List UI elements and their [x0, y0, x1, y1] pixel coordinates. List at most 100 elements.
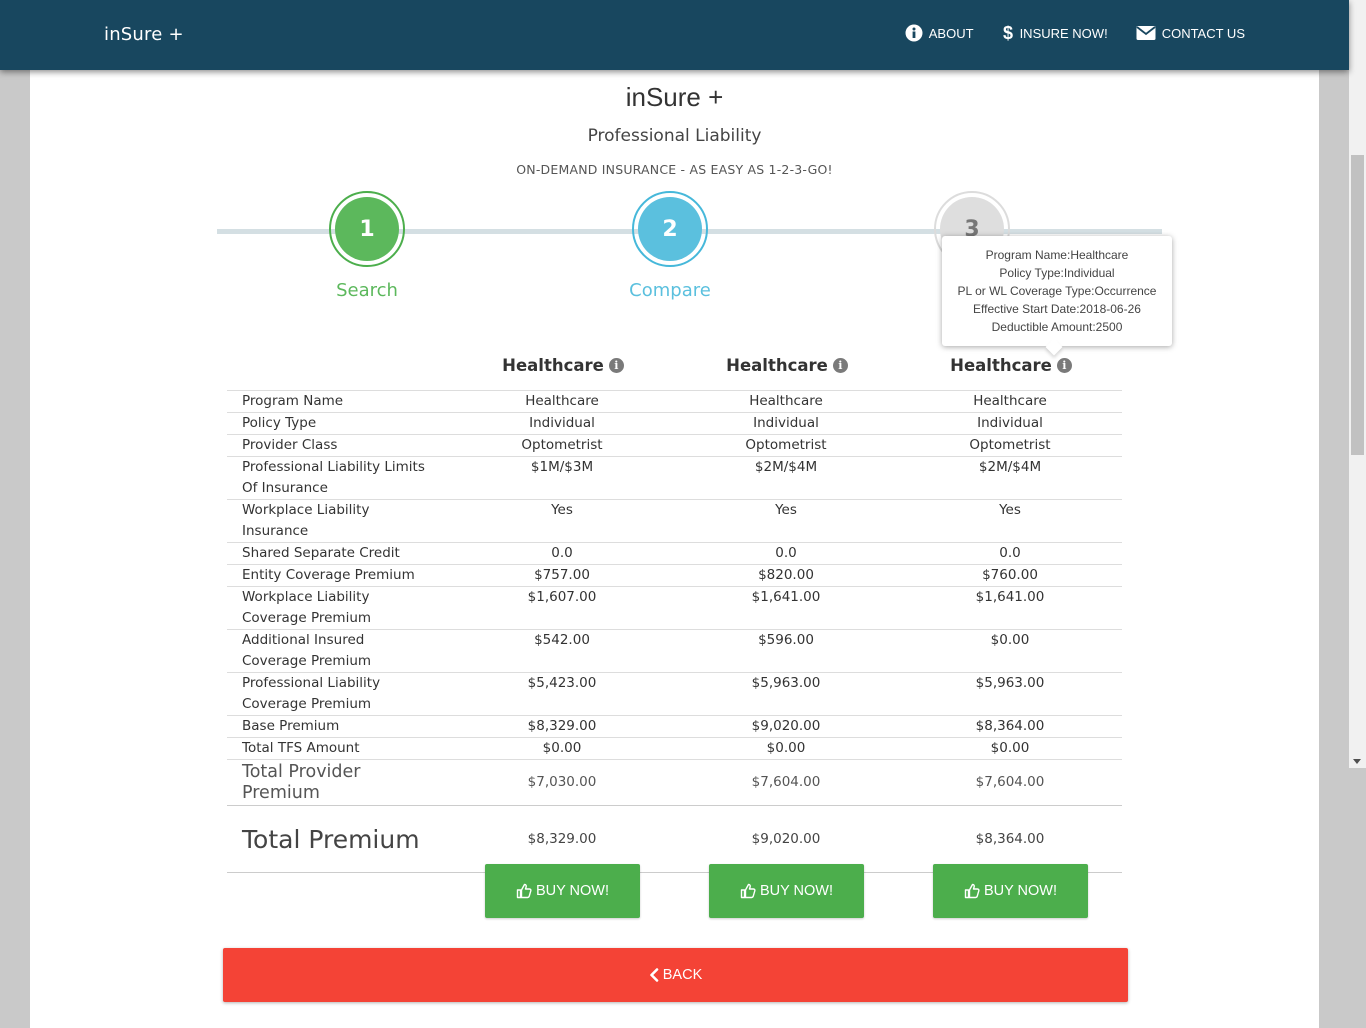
row-value: $8,329.00 [450, 805, 674, 873]
total-provider-premium-row: Total Provider Premium $7,030.00 $7,604.… [227, 759, 1122, 806]
row-label: Total Provider Premium [227, 759, 450, 806]
table-row: Additional Insured Coverage Premium $542… [227, 629, 1122, 673]
row-value: 0.0 [450, 542, 674, 565]
row-value: $0.00 [898, 629, 1122, 673]
chevron-left-icon [649, 968, 659, 982]
row-label: Shared Separate Credit [227, 542, 450, 565]
svg-text:$: $ [1003, 23, 1013, 43]
nav-links: ABOUT $ INSURE NOW! CONTACT US [905, 23, 1245, 43]
table-row: Workplace Liability Insurance Yes Yes Ye… [227, 499, 1122, 543]
row-label: Workplace Liability Insurance [227, 499, 450, 543]
row-value: Healthcare [450, 390, 674, 413]
row-value: Individual [674, 412, 898, 435]
row-value: 0.0 [674, 542, 898, 565]
thumbs-up-icon [740, 883, 756, 899]
row-value: Individual [898, 412, 1122, 435]
row-value: $1,607.00 [450, 586, 674, 630]
row-label: Total Premium [227, 805, 450, 873]
row-value: $1,641.00 [674, 586, 898, 630]
column-header-2-label: Healthcare [726, 356, 828, 375]
row-value: $1,641.00 [898, 586, 1122, 630]
column-header-2: Healthcare i [675, 356, 899, 375]
nav-contact-label: CONTACT US [1161, 25, 1245, 41]
row-label: Base Premium [227, 715, 450, 738]
scrollbar-thumb[interactable] [1351, 155, 1364, 455]
row-value: $5,963.00 [674, 672, 898, 716]
row-value: $757.00 [450, 564, 674, 587]
row-value: $2M/$4M [674, 456, 898, 500]
tooltip-line-deductible: Deductible Amount:2500 [991, 320, 1123, 334]
back-label: BACK [662, 967, 703, 983]
row-value: $8,364.00 [898, 805, 1122, 873]
row-value: $2M/$4M [898, 456, 1122, 500]
step-search[interactable]: 1 [329, 191, 405, 267]
row-value: $1M/$3M [450, 456, 674, 500]
info-icon[interactable]: i [1056, 358, 1072, 373]
row-label: Provider Class [227, 434, 450, 457]
step-compare[interactable]: 2 [632, 191, 708, 267]
table-row: Workplace Liability Coverage Premium $1,… [227, 586, 1122, 630]
row-value: $820.00 [674, 564, 898, 587]
info-circle-icon [905, 24, 923, 42]
tooltip-line-coverage-type: PL or WL Coverage Type:Occurrence [957, 284, 1157, 298]
row-label: Professional Liability Limits Of Insuran… [227, 456, 450, 500]
dollar-icon: $ [1003, 23, 1013, 43]
nav-contact-link[interactable]: CONTACT US [1136, 23, 1245, 43]
table-row: Program Name Healthcare Healthcare Healt… [227, 390, 1122, 413]
row-label: Entity Coverage Premium [227, 564, 450, 587]
table-row: Entity Coverage Premium $757.00 $820.00 … [227, 564, 1122, 587]
tooltip-line-program: Program Name:Healthcare [985, 248, 1129, 262]
row-value: Healthcare [674, 390, 898, 413]
row-value: $7,604.00 [674, 759, 898, 806]
step-search-label: Search [336, 280, 398, 301]
row-value: $8,364.00 [898, 715, 1122, 738]
buy-now-button-1[interactable]: BUY NOW! [485, 864, 640, 918]
buy-now-label: BUY NOW! [535, 883, 610, 899]
info-icon[interactable]: i [608, 358, 624, 373]
row-value: $7,030.00 [450, 759, 674, 806]
page-tagline: ON-DEMAND INSURANCE - AS EASY AS 1-2-3-G… [516, 162, 833, 177]
row-value: Optometrist [450, 434, 674, 457]
total-premium-row: Total Premium $8,329.00 $9,020.00 $8,364… [227, 805, 1122, 873]
page-title: inSure + [625, 82, 724, 112]
row-value: $8,329.00 [450, 715, 674, 738]
row-value: Individual [450, 412, 674, 435]
buy-now-button-2[interactable]: BUY NOW! [709, 864, 864, 918]
thumbs-up-icon [964, 883, 980, 899]
buy-now-button-3[interactable]: BUY NOW! [933, 864, 1088, 918]
scroll-down-arrow-icon[interactable] [1353, 759, 1361, 764]
row-value: 0.0 [898, 542, 1122, 565]
info-icon[interactable]: i [832, 358, 848, 373]
row-label: Additional Insured Coverage Premium [227, 629, 450, 673]
row-value: $0.00 [674, 737, 898, 760]
brand-logo[interactable]: inSure + [104, 24, 184, 45]
row-value: $0.00 [450, 737, 674, 760]
table-row: Professional Liability Limits Of Insuran… [227, 456, 1122, 500]
nav-about-label: ABOUT [928, 25, 974, 41]
column-header-1-label: Healthcare [502, 356, 604, 375]
column-header-3-label: Healthcare [950, 356, 1052, 375]
row-label: Total TFS Amount [227, 737, 450, 760]
nav-about-link[interactable]: ABOUT [905, 23, 974, 43]
row-value: $542.00 [450, 629, 674, 673]
page-scrollbar[interactable] [1349, 0, 1366, 768]
tooltip-line-start-date: Effective Start Date:2018-06-26 [973, 302, 1141, 316]
row-label: Workplace Liability Coverage Premium [227, 586, 450, 630]
row-value: Yes [898, 499, 1122, 543]
top-navbar: inSure + ABOUT $ INSURE NOW! CONTACT US [0, 0, 1349, 70]
plan-details-tooltip: Program Name:Healthcare Policy Type:Indi… [942, 236, 1172, 356]
row-label: Program Name [227, 390, 450, 413]
back-button[interactable]: BACK [223, 948, 1128, 1002]
thumbs-up-icon [516, 883, 532, 899]
row-label: Professional Liability Coverage Premium [227, 672, 450, 716]
row-value: Yes [674, 499, 898, 543]
nav-insure-now-label: INSURE NOW! [1019, 25, 1108, 41]
buy-now-label: BUY NOW! [759, 883, 834, 899]
page-subtitle: Professional Liability [587, 126, 762, 146]
row-value: $7,604.00 [898, 759, 1122, 806]
row-value: $9,020.00 [674, 715, 898, 738]
table-row: Base Premium $8,329.00 $9,020.00 $8,364.… [227, 715, 1122, 738]
table-row: Total TFS Amount $0.00 $0.00 $0.00 [227, 737, 1122, 760]
nav-insure-now-link[interactable]: $ INSURE NOW! [1002, 23, 1108, 43]
step-compare-label: Compare [629, 280, 711, 301]
